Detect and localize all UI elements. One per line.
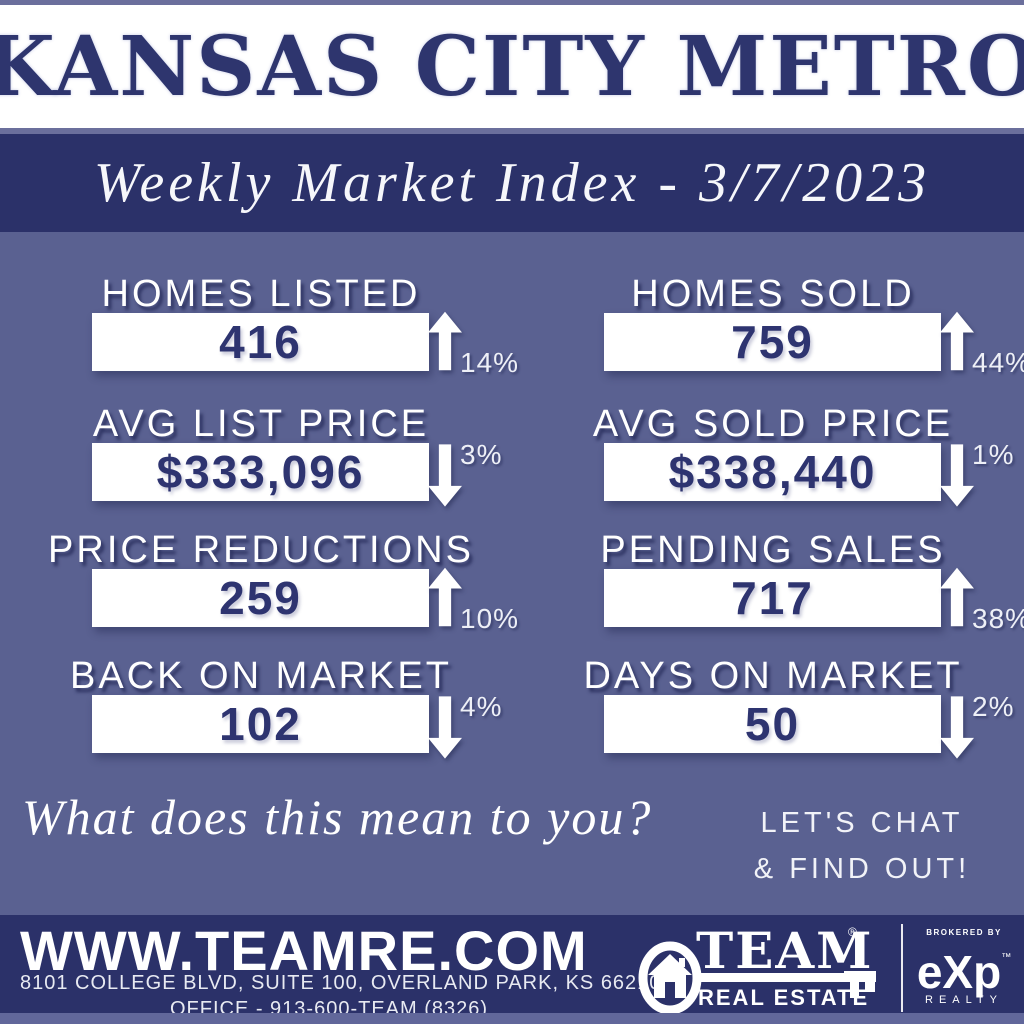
exp-logo-name: eXp™ — [916, 946, 1012, 998]
top-accent-strip — [0, 0, 1024, 5]
stat-change: 4% — [460, 691, 503, 722]
stat-value-box: 50 — [604, 695, 941, 753]
stat-change: 44% — [972, 347, 1024, 378]
house-chimney — [679, 958, 685, 967]
down-arrow-icon — [428, 444, 462, 507]
team-logo-sub: REAL ESTATE — [698, 985, 869, 1010]
up-arrow-icon — [428, 311, 462, 371]
office-address: 8101 COLLEGE BLVD, SUITE 100, OVERLAND P… — [20, 972, 662, 994]
key-tooth-1 — [850, 982, 859, 998]
subtitle-band: Weekly Market Index - 3/7/2023 — [0, 134, 1024, 232]
key-shaft — [696, 973, 846, 982]
down-arrow-icon — [428, 696, 462, 759]
stat-change: 3% — [460, 439, 503, 470]
stat-value-box: $338,440 — [604, 443, 941, 501]
stat-homes-listed: HOMES LISTED 416 14% — [0, 273, 518, 405]
stat-back-on-market: BACK ON MARKET 102 4% — [0, 657, 512, 787]
exp-logo-sub: REALTY — [925, 994, 1003, 1006]
stat-value: 759 — [731, 316, 814, 368]
change-indicator: 1% — [940, 439, 1024, 507]
stat-value: 416 — [219, 316, 302, 368]
stat-value: 102 — [219, 698, 302, 750]
stat-label: HOMES LISTED — [101, 273, 421, 315]
change-indicator: 14% — [428, 311, 523, 378]
change-indicator: 2% — [940, 691, 1024, 759]
bottom-accent-strip — [0, 1013, 1024, 1024]
key-teeth — [844, 971, 876, 982]
mid-accent-strip — [0, 128, 1024, 134]
stat-homes-sold: HOMES SOLD 759 44% — [512, 275, 1024, 405]
footer-divider — [901, 924, 903, 1012]
up-arrow-icon — [428, 567, 462, 627]
key-tooth-2 — [865, 982, 875, 992]
stat-value: $338,440 — [668, 446, 877, 498]
cta-chat-line2: & FIND OUT! — [753, 853, 971, 885]
stat-change: 14% — [460, 347, 520, 378]
exp-brokered-by: BROKERED BY — [926, 928, 1002, 937]
change-indicator: 38% — [940, 567, 1024, 634]
stat-label: HOMES SOLD — [631, 273, 915, 315]
stat-label: PENDING SALES — [600, 529, 946, 571]
stat-pending-sales: PENDING SALES 717 38% — [512, 531, 1024, 661]
team-real-estate-logo: TEAM ® REAL ESTATE — [638, 921, 876, 1015]
cta-chat: LET'S CHAT & FIND OUT! — [712, 800, 1012, 892]
stat-label: BACK ON MARKET — [70, 655, 452, 697]
stat-value-box: 259 — [92, 569, 429, 627]
footer-band: WWW.TEAMRE.COM 8101 COLLEGE BLVD, SUITE … — [0, 915, 1024, 1020]
change-indicator: 4% — [428, 691, 523, 759]
change-indicator: 10% — [428, 567, 523, 634]
stat-label: AVG SOLD PRICE — [592, 403, 954, 445]
exp-realty-logo: BROKERED BY eXp™ REALTY — [912, 928, 1016, 1006]
stat-price-reductions: PRICE REDUCTIONS 259 10% — [0, 529, 518, 661]
stat-avg-sold-price: AVG SOLD PRICE $338,440 1% — [512, 405, 1024, 535]
stat-value: $333,096 — [156, 446, 365, 498]
stat-change: 2% — [972, 691, 1015, 722]
header-band: KANSAS CITY METRO — [0, 5, 1024, 128]
stat-label: DAYS ON MARKET — [583, 655, 963, 697]
house-door — [665, 982, 675, 998]
stat-value-box: 102 — [92, 695, 429, 753]
stat-label: PRICE REDUCTIONS — [48, 529, 474, 571]
stat-change: 38% — [972, 603, 1024, 634]
change-indicator: 44% — [940, 311, 1024, 378]
down-arrow-icon — [940, 696, 974, 759]
stat-avg-list-price: AVG LIST PRICE $333,096 3% — [0, 405, 512, 535]
stat-days-on-market: DAYS ON MARKET 50 2% — [512, 657, 1024, 787]
stat-value: 259 — [219, 572, 302, 624]
stat-change: 1% — [972, 439, 1015, 470]
stat-change: 10% — [460, 603, 520, 634]
cta-question: What does this mean to you? — [22, 789, 653, 845]
exp-trademark: ™ — [1001, 952, 1012, 963]
change-indicator: 3% — [428, 439, 523, 507]
down-arrow-icon — [940, 444, 974, 507]
stat-value-box: $333,096 — [92, 443, 429, 501]
stat-value-box: 759 — [604, 313, 941, 371]
stat-value-box: 416 — [92, 313, 429, 371]
team-logo-name: TEAM — [696, 921, 873, 980]
stat-value: 717 — [731, 572, 814, 624]
team-logo-registered: ® — [848, 925, 857, 939]
cta-chat-line1: LET'S CHAT — [760, 807, 964, 839]
up-arrow-icon — [940, 567, 974, 627]
subtitle-text: Weekly Market Index - 3/7/2023 — [93, 152, 931, 214]
stat-value: 50 — [744, 698, 801, 750]
page-title: KANSAS CITY METRO — [0, 18, 1024, 115]
stat-value-box: 717 — [604, 569, 941, 627]
up-arrow-icon — [940, 311, 974, 371]
website-url: WWW.TEAMRE.COM — [20, 919, 588, 982]
stat-label: AVG LIST PRICE — [92, 403, 430, 445]
